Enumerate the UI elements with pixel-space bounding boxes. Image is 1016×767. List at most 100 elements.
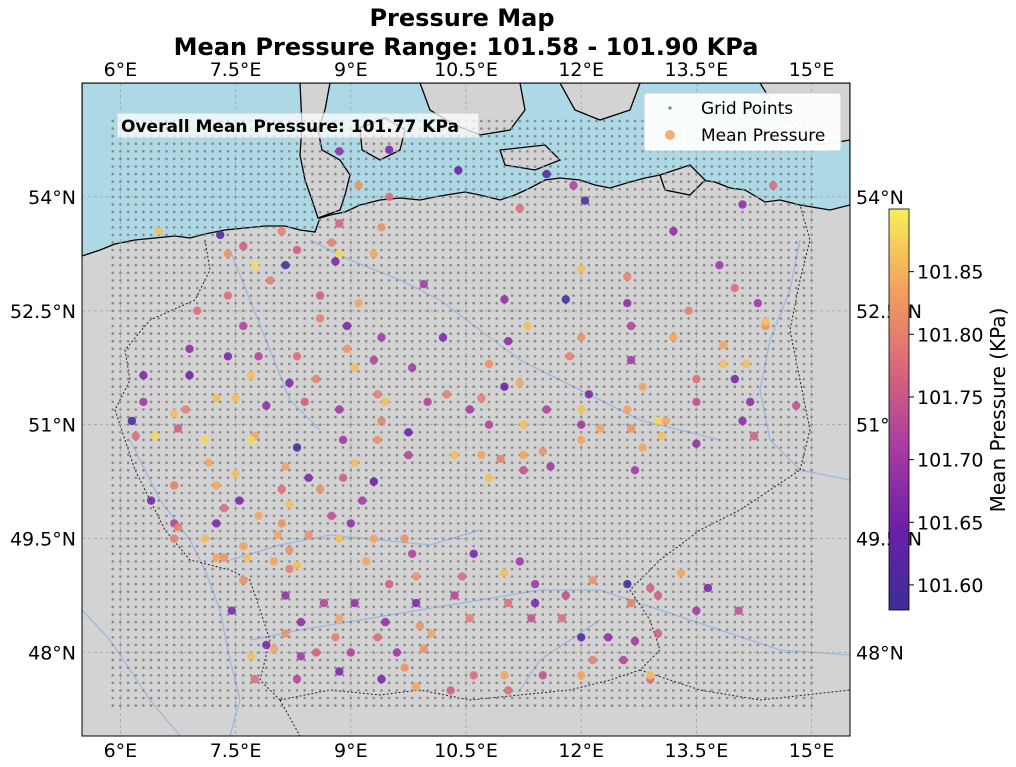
station-136[interactable] (484, 473, 494, 482)
station-127[interactable] (281, 462, 290, 471)
station-169[interactable] (362, 557, 371, 566)
station-139[interactable] (170, 481, 179, 490)
station-66[interactable] (742, 359, 751, 369)
station-161[interactable] (273, 530, 282, 539)
station-20[interactable] (292, 245, 302, 255)
station-121[interactable] (638, 443, 647, 452)
station-189[interactable] (450, 591, 459, 600)
station-26[interactable] (577, 264, 586, 274)
station-221[interactable] (619, 655, 628, 665)
station-13[interactable] (223, 249, 233, 258)
station-134[interactable] (338, 473, 348, 482)
station-122[interactable] (657, 431, 666, 441)
station-6[interactable] (569, 181, 578, 190)
station-21[interactable] (335, 249, 344, 258)
station-49[interactable] (438, 333, 448, 342)
station-168[interactable] (285, 564, 294, 574)
station-70[interactable] (312, 374, 321, 384)
station-195[interactable] (692, 606, 701, 615)
station-126[interactable] (231, 469, 240, 479)
station-128[interactable] (350, 458, 359, 467)
station-116[interactable] (373, 435, 382, 445)
station-123[interactable] (692, 439, 701, 448)
station-82[interactable] (300, 397, 309, 407)
station-0[interactable] (335, 147, 344, 156)
station-199[interactable] (335, 614, 344, 623)
station-23[interactable] (281, 261, 290, 270)
station-42[interactable] (239, 321, 248, 331)
station-73[interactable] (515, 378, 524, 388)
station-78[interactable] (139, 397, 148, 407)
station-172[interactable] (515, 557, 524, 566)
station-62[interactable] (484, 359, 494, 369)
station-106[interactable] (626, 424, 636, 433)
station-27[interactable] (623, 272, 632, 281)
station-14[interactable] (239, 242, 248, 251)
station-111[interactable] (173, 424, 183, 433)
station-170[interactable] (408, 549, 417, 558)
station-30[interactable] (266, 276, 275, 285)
station-4[interactable] (354, 181, 363, 190)
station-193[interactable] (626, 598, 636, 608)
station-19[interactable] (669, 226, 678, 236)
station-196[interactable] (734, 606, 743, 615)
station-224[interactable] (469, 671, 478, 680)
station-125[interactable] (204, 458, 213, 467)
station-36[interactable] (623, 299, 632, 308)
station-180[interactable] (646, 583, 655, 593)
station-109[interactable] (131, 431, 140, 441)
station-155[interactable] (327, 511, 336, 520)
station-47[interactable] (761, 318, 770, 327)
station-151[interactable] (239, 542, 248, 551)
station-90[interactable] (623, 405, 632, 414)
station-234[interactable] (504, 686, 513, 695)
station-60[interactable] (369, 355, 378, 365)
station-132[interactable] (546, 462, 555, 471)
station-95[interactable] (170, 409, 179, 418)
station-50[interactable] (504, 337, 513, 346)
station-219[interactable] (246, 652, 256, 661)
station-138[interactable] (146, 496, 156, 505)
station-52[interactable] (669, 333, 678, 342)
station-37[interactable] (684, 306, 693, 315)
station-226[interactable] (538, 671, 547, 680)
station-209[interactable] (281, 629, 290, 638)
station-190[interactable] (504, 598, 513, 608)
station-175[interactable] (411, 572, 421, 581)
station-232[interactable] (377, 674, 386, 684)
station-185[interactable] (281, 591, 290, 600)
station-159[interactable] (335, 534, 344, 543)
station-88[interactable] (542, 405, 551, 414)
station-48[interactable] (377, 333, 386, 342)
station-124[interactable] (749, 431, 759, 441)
station-117[interactable] (450, 450, 459, 460)
station-208[interactable] (653, 629, 663, 638)
station-59[interactable] (285, 378, 294, 388)
station-80[interactable] (231, 393, 240, 403)
station-162[interactable] (285, 545, 294, 555)
station-63[interactable] (565, 352, 574, 361)
station-54[interactable] (185, 344, 194, 353)
station-215[interactable] (312, 648, 321, 657)
station-212[interactable] (427, 629, 436, 638)
station-41[interactable] (315, 314, 325, 323)
station-188[interactable] (411, 598, 421, 608)
station-210[interactable] (331, 633, 340, 642)
station-17[interactable] (335, 219, 344, 228)
station-157[interactable] (369, 534, 378, 543)
station-204[interactable] (557, 614, 567, 623)
station-235[interactable] (646, 671, 655, 680)
station-160[interactable] (304, 530, 313, 539)
station-104[interactable] (577, 420, 586, 429)
station-179[interactable] (588, 576, 597, 585)
station-51[interactable] (577, 333, 586, 342)
station-176[interactable] (458, 572, 467, 581)
station-163[interactable] (212, 553, 221, 562)
station-131[interactable] (519, 450, 528, 460)
station-85[interactable] (423, 397, 432, 407)
station-203[interactable] (527, 614, 536, 623)
station-120[interactable] (577, 435, 586, 445)
station-64[interactable] (626, 355, 636, 365)
station-144[interactable] (315, 485, 325, 494)
station-68[interactable] (185, 371, 194, 380)
